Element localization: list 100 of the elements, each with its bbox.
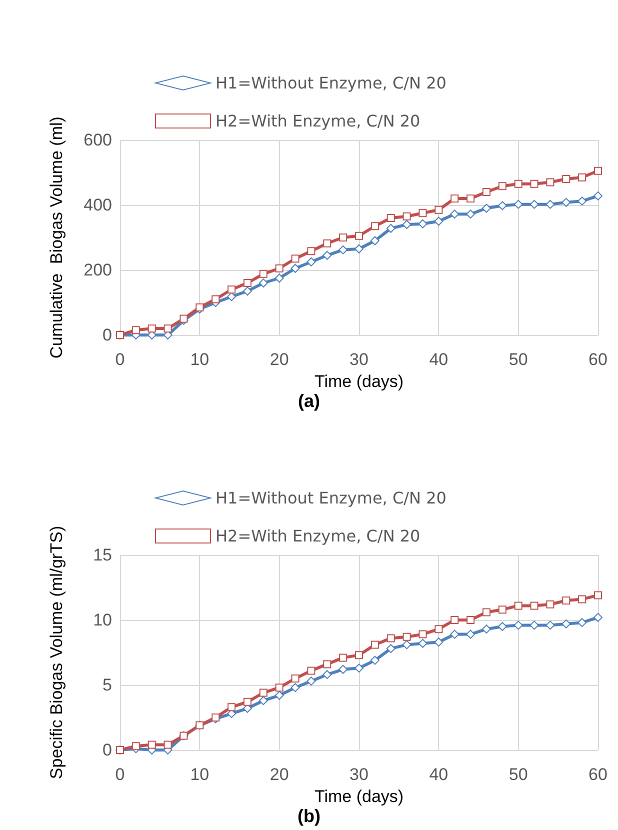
point xyxy=(132,742,140,750)
x-tick-label: 40 xyxy=(429,350,448,369)
point xyxy=(339,234,348,242)
y-axis-title: Specific Biogas Volume (ml/grTS) xyxy=(47,526,66,780)
point xyxy=(258,278,268,288)
x-axis-title: Time (days) xyxy=(314,787,404,806)
x-tick-label: 20 xyxy=(270,350,289,369)
point xyxy=(386,224,396,233)
point xyxy=(514,602,522,610)
point xyxy=(243,279,252,287)
point xyxy=(562,198,571,207)
legend-label: H2=With Enzyme, C/N 20 xyxy=(216,112,420,130)
y-tick-label: 10 xyxy=(93,610,112,630)
point xyxy=(274,274,284,283)
point xyxy=(212,295,220,304)
point xyxy=(594,591,602,600)
point xyxy=(482,204,491,213)
point xyxy=(546,600,554,608)
point xyxy=(386,214,395,222)
point xyxy=(514,620,523,630)
x-tick-label: 30 xyxy=(350,765,368,784)
point xyxy=(243,698,252,706)
x-axis-title: Time (days) xyxy=(314,372,404,391)
x-tick-label: 50 xyxy=(508,765,528,784)
point xyxy=(434,625,443,634)
point xyxy=(466,194,475,202)
point xyxy=(164,740,172,749)
point xyxy=(274,690,284,700)
point xyxy=(530,180,538,188)
y-tick-label: 200 xyxy=(84,260,112,280)
point xyxy=(530,620,539,630)
point xyxy=(322,250,332,260)
point xyxy=(466,616,475,624)
point xyxy=(370,656,380,665)
x-tick-label: 60 xyxy=(588,765,608,784)
point xyxy=(386,644,396,654)
x-tick-label: 50 xyxy=(508,350,528,369)
y-tick-label: 5 xyxy=(102,676,112,694)
y-axis-title: Cumulative Biogas Volume (ml) xyxy=(47,116,66,358)
y-tick-label: 0 xyxy=(102,326,112,344)
point xyxy=(259,688,268,697)
point xyxy=(594,612,602,622)
point xyxy=(418,630,427,638)
x-tick-label: 20 xyxy=(270,765,289,784)
point xyxy=(578,173,586,182)
point xyxy=(370,222,379,230)
point xyxy=(355,651,363,660)
text: (b) xyxy=(298,806,320,826)
point xyxy=(402,212,411,220)
point xyxy=(594,191,602,200)
y-tick-label: 0 xyxy=(102,740,112,760)
point xyxy=(307,666,316,675)
point xyxy=(546,200,555,209)
point xyxy=(323,660,332,668)
point xyxy=(402,220,412,229)
point xyxy=(307,247,316,256)
point xyxy=(498,201,507,210)
point xyxy=(482,188,490,196)
point xyxy=(402,640,412,650)
point xyxy=(530,602,538,610)
y-tick-label: 400 xyxy=(84,196,112,214)
point xyxy=(562,619,571,628)
point xyxy=(482,608,490,616)
legend-label: H2=With Enzyme, C/N 20 xyxy=(216,526,420,546)
point xyxy=(323,239,332,248)
point xyxy=(132,326,140,334)
x-tick-label: 30 xyxy=(350,350,368,369)
point xyxy=(498,606,506,614)
point xyxy=(418,219,428,228)
point xyxy=(434,638,444,647)
point xyxy=(275,264,284,272)
legend-label: H1=Without Enzyme, C/N 20 xyxy=(216,74,446,92)
point xyxy=(418,638,428,648)
point xyxy=(259,270,268,278)
x-tick-label: 60 xyxy=(588,350,608,369)
text: (a) xyxy=(298,391,320,411)
point xyxy=(148,740,156,749)
point xyxy=(228,703,236,712)
point xyxy=(434,216,444,226)
point xyxy=(338,664,348,674)
point xyxy=(466,630,476,639)
point xyxy=(275,684,284,692)
point xyxy=(242,286,252,296)
point xyxy=(530,200,539,209)
point xyxy=(546,178,554,186)
point xyxy=(514,180,522,188)
point xyxy=(450,616,459,624)
point xyxy=(196,303,204,312)
legend-label: H1=Without Enzyme, C/N 20 xyxy=(216,488,446,508)
point xyxy=(339,654,348,662)
point xyxy=(434,206,443,214)
point xyxy=(370,236,380,246)
point xyxy=(322,670,332,680)
x-tick-label: 0 xyxy=(115,765,125,784)
point xyxy=(402,632,411,641)
point xyxy=(514,200,523,209)
point xyxy=(546,620,555,630)
y-tick-label: 600 xyxy=(84,130,112,150)
point xyxy=(466,210,476,219)
point xyxy=(450,194,459,202)
